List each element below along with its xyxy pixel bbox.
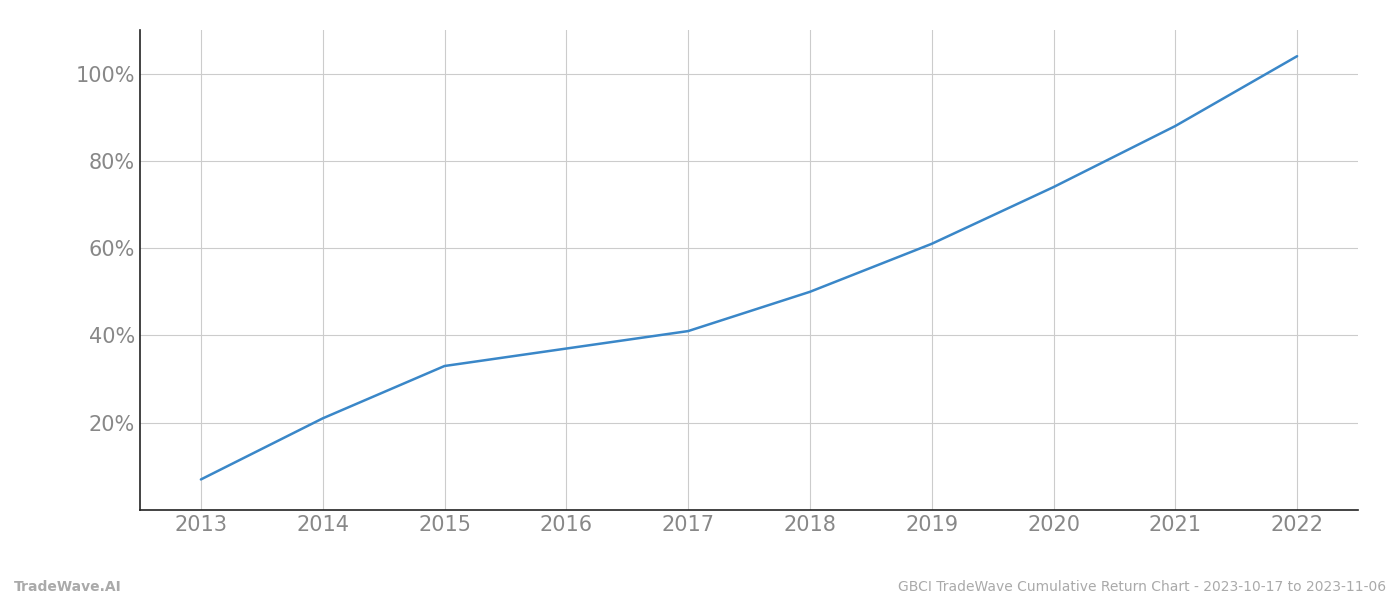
Text: GBCI TradeWave Cumulative Return Chart - 2023-10-17 to 2023-11-06: GBCI TradeWave Cumulative Return Chart -…	[897, 580, 1386, 594]
Text: TradeWave.AI: TradeWave.AI	[14, 580, 122, 594]
